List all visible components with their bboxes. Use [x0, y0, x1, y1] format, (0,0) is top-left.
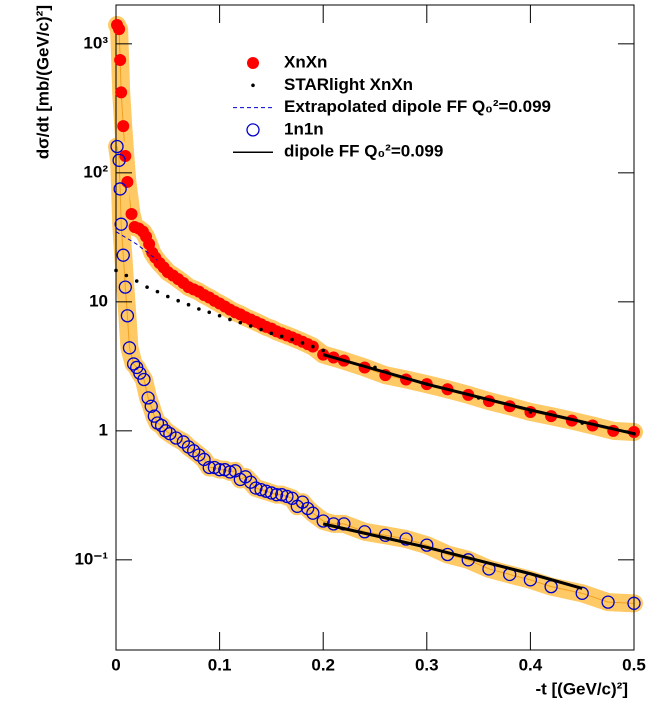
data-point: [238, 320, 243, 325]
data-point: [120, 309, 135, 323]
data-point: [141, 391, 155, 405]
data-point: [126, 357, 141, 371]
y-tick-label: 10³: [83, 33, 108, 52]
data-point: [116, 248, 130, 262]
data-point: [144, 399, 158, 413]
data-point: [112, 153, 126, 167]
data-point: [217, 313, 222, 318]
data-point: [300, 341, 305, 345]
data-point: [269, 488, 284, 502]
data-point: [114, 268, 118, 273]
data-point: [202, 460, 216, 475]
data-point: [248, 324, 253, 328]
x-tick-label: 0.5: [622, 655, 646, 674]
x-axis-label: -t [(GeV/c)²]: [535, 679, 628, 698]
data-point: [117, 120, 130, 133]
data-point: [627, 596, 641, 610]
y-axis-label: dσ/dt [mb/(GeV/c)²]: [33, 5, 52, 159]
x-tick-label: 0.2: [311, 655, 335, 674]
data-point: [197, 307, 201, 311]
data-point: [114, 217, 128, 231]
x-tick-label: 0.3: [415, 655, 439, 674]
data-point: [176, 298, 180, 303]
legend-label: STARlight XnXn: [284, 75, 413, 94]
legend-marker: [251, 83, 255, 88]
plot-frame: [115, 4, 635, 651]
legend-label: dipole FF Q₀²=0.099: [284, 142, 443, 161]
y-tick-label: 1: [99, 420, 108, 439]
data-point: [118, 280, 132, 294]
data-point: [269, 331, 274, 336]
data-point: [115, 86, 128, 99]
data-point: [166, 294, 170, 299]
data-point: [122, 341, 137, 355]
data-point: [169, 431, 183, 445]
data-point: [114, 53, 127, 66]
data-point: [264, 486, 279, 500]
data-point: [110, 139, 124, 154]
data-point: [259, 327, 263, 332]
legend-label: Extrapolated dipole FF Q₀²=0.099: [284, 97, 551, 116]
x-tick-label: 0.1: [208, 655, 232, 674]
data-point: [137, 372, 151, 387]
fit-line: [322, 522, 583, 590]
data-point: [311, 344, 315, 349]
data-point: [124, 273, 129, 278]
data-point: [113, 182, 127, 196]
y-tick-label: 10: [89, 291, 108, 310]
fit-line: [322, 353, 635, 436]
data-point: [212, 463, 227, 477]
data-point: [601, 595, 615, 609]
data-point: [121, 175, 134, 188]
legend-label: XnXn: [284, 52, 327, 71]
y-tick-label: 10⁻¹: [74, 549, 108, 568]
legend-label: 1n1n: [284, 119, 324, 138]
fit-line: [115, 231, 158, 261]
x-tick-label: 0.4: [519, 655, 543, 674]
data-point: [321, 348, 326, 353]
data-point: [290, 337, 294, 342]
data-point: [207, 310, 212, 315]
data-point: [125, 207, 138, 220]
data-point: [145, 285, 149, 289]
data-point: [134, 279, 139, 283]
data-point: [399, 532, 413, 546]
data-point: [306, 506, 320, 520]
data-point: [119, 150, 132, 163]
data-point: [279, 334, 284, 339]
data-point: [223, 465, 237, 479]
data-point: [176, 435, 190, 449]
data-point: [228, 317, 232, 322]
data-point: [159, 424, 173, 438]
data-point: [301, 501, 315, 516]
data-point: [316, 514, 330, 528]
data-point: [113, 23, 126, 36]
data-point: [155, 289, 160, 294]
legend-marker: [246, 123, 260, 137]
x-tick-label: 0: [111, 655, 120, 674]
data-point: [147, 409, 161, 423]
data-point: [186, 302, 191, 307]
y-tick-label: 10²: [83, 162, 108, 181]
legend-marker: [247, 57, 259, 69]
